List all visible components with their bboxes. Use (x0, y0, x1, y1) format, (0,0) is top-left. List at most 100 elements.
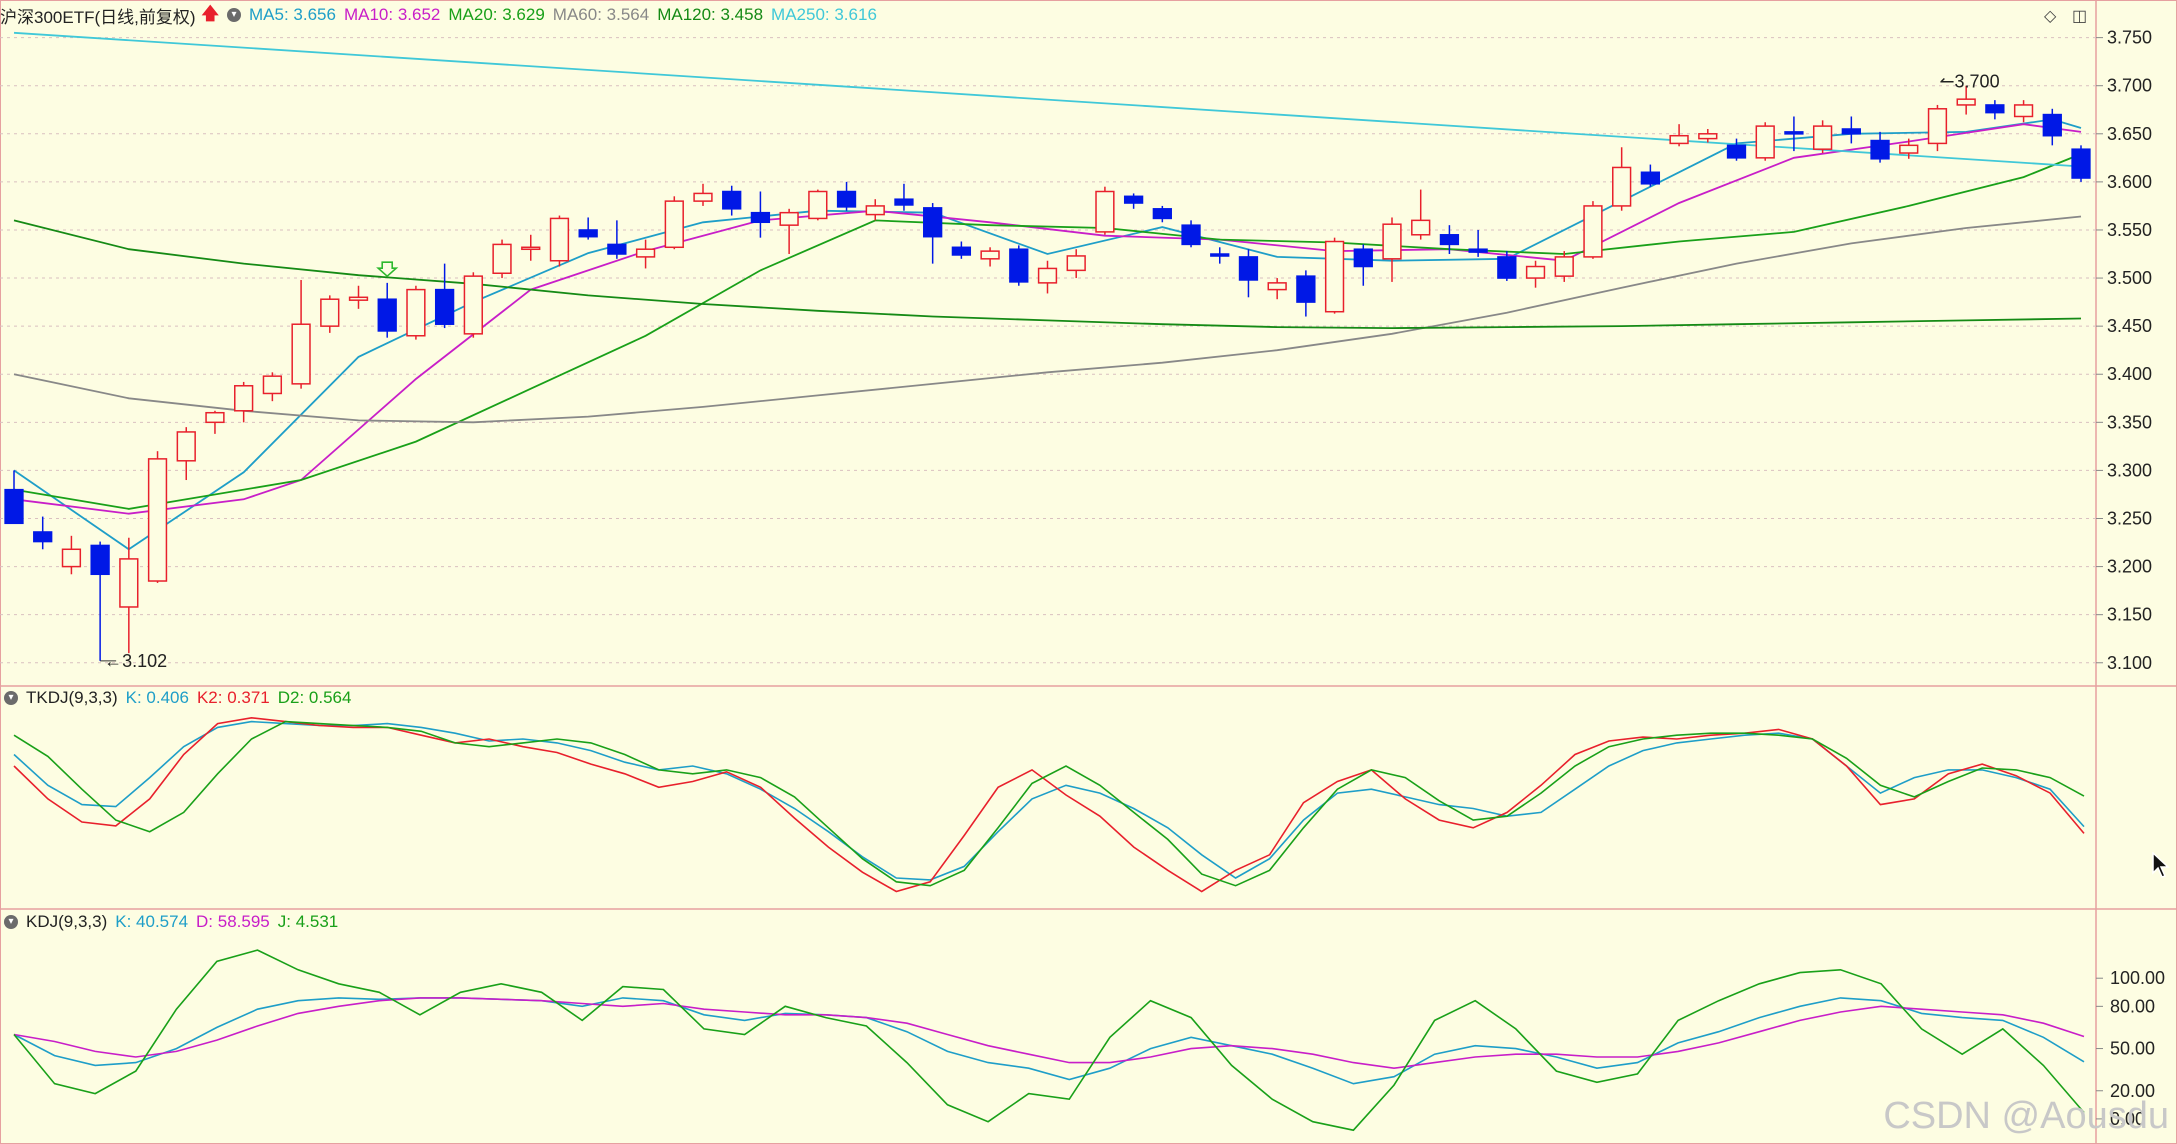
collapse-tkdj-icon[interactable]: ▾ (4, 691, 18, 705)
tkdj-line-d2 (13, 720, 2085, 887)
candle (176, 427, 196, 481)
kdj-tick-label: 80.00 (2110, 996, 2155, 1016)
ma-line-ma10 (13, 123, 2082, 515)
candle (607, 220, 627, 259)
main-header: 沪深300ETF(日线,前复权) 🡅 ▾ MA5: 3.656 MA10: 3.… (0, 2, 885, 28)
candle (1525, 260, 1546, 288)
kdj-line-d (13, 997, 2085, 1070)
candle (1210, 247, 1230, 264)
candle (1123, 193, 1144, 209)
price-tick-label: 3.750 (2107, 28, 2152, 48)
kdj-k-label: K: 40.574 (115, 912, 189, 931)
watermark: CSDN @Aousdu (1883, 1095, 2169, 1137)
candle (320, 295, 340, 333)
candle (4, 470, 24, 525)
candle (722, 185, 742, 216)
candle (1784, 116, 1804, 152)
candle (2042, 108, 2062, 146)
kdj-tick-label: 100.00 (2110, 968, 2165, 988)
candle (1612, 147, 1632, 211)
price-tick-label: 3.200 (2107, 557, 2152, 577)
candle (1324, 237, 1345, 314)
candle (463, 272, 483, 338)
candle (33, 516, 53, 550)
price-tick-label: 3.500 (2107, 268, 2152, 288)
candle (779, 208, 799, 255)
mouse-cursor-icon (2152, 852, 2170, 878)
low-annotation: ←3.102 (104, 651, 167, 671)
diamond-icon[interactable]: ◇ (2044, 8, 2057, 25)
candle (894, 183, 914, 211)
collapse-main-icon[interactable]: ▾ (227, 8, 242, 22)
red-up-arrow-icon: 🡅 (201, 3, 220, 23)
collapse-kdj-icon[interactable]: ▾ (4, 915, 18, 929)
tkdj-title: TKDJ(9,3,3) (26, 688, 118, 707)
ma-line-ma60 (13, 215, 2082, 424)
candle (1181, 220, 1201, 248)
price-tick-label: 3.100 (2107, 653, 2152, 673)
tkdj-line-k2 (13, 716, 2085, 893)
candle (1583, 201, 1603, 259)
candle (1956, 85, 1976, 115)
tkdj-k2-label: K2: 0.371 (196, 688, 270, 707)
candle (1726, 138, 1747, 161)
kdj-line-j (13, 949, 2085, 1132)
candle (2071, 145, 2091, 182)
kdj-d-label: D: 58.595 (196, 912, 270, 931)
candle (865, 199, 885, 221)
candle (578, 217, 598, 240)
candle (1095, 186, 1115, 235)
candle (492, 239, 512, 279)
price-tick-label: 3.350 (2107, 412, 2152, 432)
price-tick-label: 3.300 (2107, 460, 2152, 480)
price-tick-label: 3.400 (2107, 364, 2152, 384)
candle (1152, 205, 1172, 223)
candle (1382, 217, 1402, 282)
kdj-title: KDJ(9,3,3) (26, 912, 108, 931)
candle (635, 239, 656, 269)
candle (1841, 116, 1861, 144)
candle (1497, 251, 1517, 281)
panel-toggle-icon[interactable]: ◫ (2072, 8, 2088, 25)
price-tick-label: 3.450 (2107, 316, 2152, 336)
kdj-line-k (13, 997, 2085, 1085)
candle (1669, 124, 1689, 147)
candle (664, 196, 684, 250)
candle (205, 410, 225, 434)
candle (1267, 278, 1287, 300)
price-tick-label: 3.150 (2107, 605, 2152, 625)
candle (377, 282, 397, 338)
candle (1899, 138, 1919, 159)
kdj-tick-label: 20.00 (2110, 1081, 2155, 1101)
ma20-label: MA20: 3.629 (448, 5, 545, 24)
candle (147, 451, 168, 583)
candle (693, 183, 713, 206)
candle (2013, 100, 2034, 123)
candle (348, 285, 369, 309)
candle (434, 263, 455, 329)
chart-title: 沪深300ETF(日线,前复权) (0, 7, 196, 27)
candle (951, 241, 972, 259)
candle (836, 181, 857, 211)
candle (234, 381, 254, 423)
ma120-label: MA120: 3.458 (657, 5, 764, 24)
candle (406, 285, 426, 340)
candle (119, 537, 139, 654)
candle (1698, 128, 1718, 143)
ma60-label: MA60: 3.564 (552, 5, 650, 24)
kdj-j-label: J: 4.531 (277, 912, 339, 931)
candle (521, 234, 541, 261)
candle (980, 247, 1000, 267)
candle (1927, 104, 1948, 152)
candle (1066, 249, 1086, 279)
candle (1554, 251, 1574, 282)
candle (291, 279, 311, 389)
candle (1812, 120, 1833, 154)
candle (1985, 100, 2005, 120)
candle (549, 215, 570, 267)
candle (61, 535, 82, 575)
tkdj-line-k (13, 720, 2085, 881)
ma-line-ma20 (13, 153, 2082, 510)
ma5-label: MA5: 3.656 (249, 5, 336, 24)
